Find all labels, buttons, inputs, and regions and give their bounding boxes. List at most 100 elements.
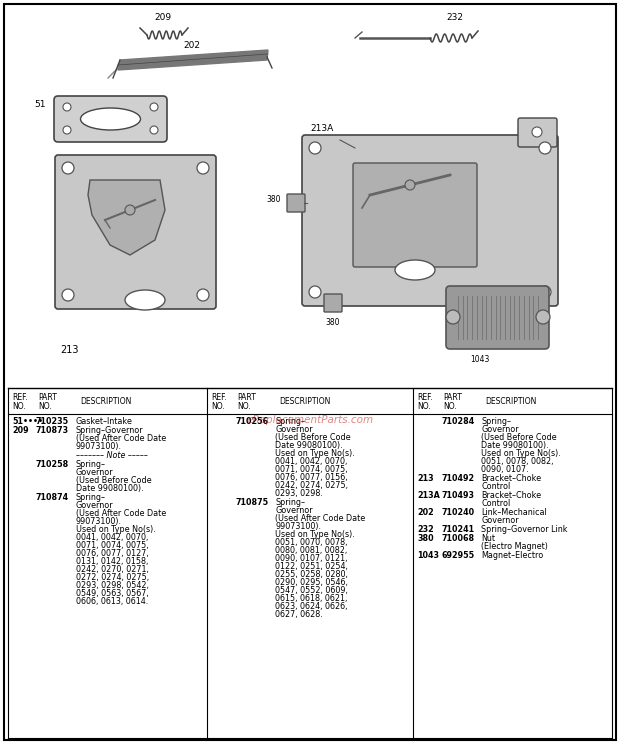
- Circle shape: [536, 310, 550, 324]
- Circle shape: [539, 286, 551, 298]
- Text: 380: 380: [417, 534, 433, 543]
- Text: Spring–: Spring–: [275, 417, 305, 426]
- Text: 380: 380: [267, 195, 281, 204]
- Text: Spring–Governor: Spring–Governor: [76, 426, 144, 435]
- Text: 0615, 0618, 0621,: 0615, 0618, 0621,: [275, 594, 347, 603]
- Text: 0242, 0270, 0271,: 0242, 0270, 0271,: [76, 565, 149, 574]
- Text: (Used After Code Date: (Used After Code Date: [76, 509, 166, 518]
- Text: Used on Type No(s).: Used on Type No(s).: [481, 449, 560, 458]
- Circle shape: [446, 310, 460, 324]
- Text: Governor: Governor: [481, 425, 518, 434]
- Circle shape: [62, 162, 74, 174]
- Text: 1043: 1043: [417, 551, 439, 560]
- Text: Spring–: Spring–: [76, 460, 106, 469]
- Text: 0623, 0624, 0626,: 0623, 0624, 0626,: [275, 602, 347, 611]
- Text: (Used Before Code: (Used Before Code: [275, 433, 351, 442]
- Text: REF.: REF.: [211, 393, 227, 402]
- Circle shape: [197, 289, 209, 301]
- Text: 0549, 0563, 0567,: 0549, 0563, 0567,: [76, 589, 149, 598]
- Text: 0090, 0107, 0121,: 0090, 0107, 0121,: [275, 554, 347, 563]
- Circle shape: [150, 103, 158, 111]
- FancyBboxPatch shape: [287, 194, 305, 212]
- Text: 0076, 0077, 0156,: 0076, 0077, 0156,: [275, 473, 348, 482]
- Text: eReplacementParts.com: eReplacementParts.com: [246, 415, 374, 425]
- Text: Date 99080100).: Date 99080100).: [275, 441, 343, 450]
- Text: (Used After Code Date: (Used After Code Date: [275, 514, 365, 523]
- Text: 692955: 692955: [441, 551, 474, 560]
- Text: 710284: 710284: [441, 417, 474, 426]
- Text: Used on Type No(s).: Used on Type No(s).: [275, 449, 355, 458]
- FancyBboxPatch shape: [518, 118, 557, 147]
- Text: 0051, 0070, 0078,: 0051, 0070, 0078,: [275, 538, 347, 547]
- Text: 232: 232: [417, 525, 434, 534]
- Text: Governor: Governor: [481, 516, 518, 525]
- Text: Control: Control: [481, 482, 510, 491]
- Text: 213: 213: [60, 345, 79, 355]
- Text: 51: 51: [35, 100, 46, 109]
- Text: Used on Type No(s).: Used on Type No(s).: [275, 530, 355, 539]
- Text: PART: PART: [237, 393, 256, 402]
- Text: Spring–: Spring–: [481, 417, 511, 426]
- Text: 0131, 0142, 0158,: 0131, 0142, 0158,: [76, 557, 148, 566]
- Circle shape: [532, 127, 542, 137]
- Text: NO.: NO.: [38, 402, 51, 411]
- Text: Magnet–Electro: Magnet–Electro: [481, 551, 543, 560]
- Text: ––––––– Note –––––: ––––––– Note –––––: [76, 451, 148, 460]
- Text: 0076, 0077, 0127,: 0076, 0077, 0127,: [76, 549, 149, 558]
- Text: 0051, 0078, 0082,: 0051, 0078, 0082,: [481, 457, 554, 466]
- FancyBboxPatch shape: [302, 135, 558, 306]
- Text: 213: 213: [417, 474, 433, 483]
- Text: Spring–Governor Link: Spring–Governor Link: [481, 525, 567, 534]
- Text: 710492: 710492: [441, 474, 474, 483]
- FancyBboxPatch shape: [324, 294, 342, 312]
- Text: 99073100).: 99073100).: [76, 517, 122, 526]
- Text: Used on Type No(s).: Used on Type No(s).: [76, 525, 156, 534]
- Text: (Electro Magnet): (Electro Magnet): [481, 542, 548, 551]
- Text: 0606, 0613, 0614.: 0606, 0613, 0614.: [76, 597, 148, 606]
- Text: 380: 380: [325, 318, 340, 327]
- Polygon shape: [118, 50, 268, 70]
- Text: Governor: Governor: [275, 425, 312, 434]
- Text: 99073100).: 99073100).: [275, 522, 321, 531]
- Text: 0041, 0042, 0070,: 0041, 0042, 0070,: [275, 457, 347, 466]
- Circle shape: [197, 162, 209, 174]
- Text: 0272, 0274, 0275,: 0272, 0274, 0275,: [76, 573, 149, 582]
- Text: 710873: 710873: [36, 426, 69, 435]
- Text: 213A: 213A: [417, 491, 440, 500]
- Text: Date 99080100).: Date 99080100).: [76, 484, 144, 493]
- Text: 202: 202: [184, 41, 200, 50]
- Text: NO.: NO.: [443, 402, 457, 411]
- Circle shape: [63, 103, 71, 111]
- Circle shape: [405, 180, 415, 190]
- Text: 0071, 0074, 0075,: 0071, 0074, 0075,: [275, 465, 348, 474]
- Text: 0122, 0251, 0254,: 0122, 0251, 0254,: [275, 562, 348, 571]
- Text: Bracket–Choke: Bracket–Choke: [481, 491, 541, 500]
- Circle shape: [539, 142, 551, 154]
- Circle shape: [150, 126, 158, 134]
- Text: 0293, 0298, 0542,: 0293, 0298, 0542,: [76, 581, 149, 590]
- Text: 0041, 0042, 0070,: 0041, 0042, 0070,: [76, 533, 148, 542]
- Text: PART: PART: [443, 393, 462, 402]
- Text: Governor: Governor: [76, 501, 113, 510]
- Text: (Used After Code Date: (Used After Code Date: [76, 434, 166, 443]
- Text: 209: 209: [12, 426, 29, 435]
- Text: 0547, 0552, 0609,: 0547, 0552, 0609,: [275, 586, 348, 595]
- Text: DESCRIPTION: DESCRIPTION: [80, 397, 131, 405]
- Circle shape: [62, 289, 74, 301]
- FancyBboxPatch shape: [446, 286, 549, 349]
- Text: REF.: REF.: [12, 393, 28, 402]
- Text: DESCRIPTION: DESCRIPTION: [279, 397, 330, 405]
- Text: 232: 232: [446, 13, 464, 22]
- FancyBboxPatch shape: [54, 96, 167, 142]
- Text: Gasket–Intake: Gasket–Intake: [76, 417, 133, 426]
- Text: 710068: 710068: [441, 534, 474, 543]
- Text: PART: PART: [38, 393, 57, 402]
- Text: 710235: 710235: [36, 417, 69, 426]
- Ellipse shape: [81, 108, 141, 130]
- Text: 213A: 213A: [310, 124, 334, 133]
- FancyBboxPatch shape: [353, 163, 477, 267]
- Text: 710241: 710241: [441, 525, 474, 534]
- Text: REF.: REF.: [417, 393, 433, 402]
- Text: 710874: 710874: [36, 493, 69, 502]
- Text: 0627, 0628.: 0627, 0628.: [275, 610, 323, 619]
